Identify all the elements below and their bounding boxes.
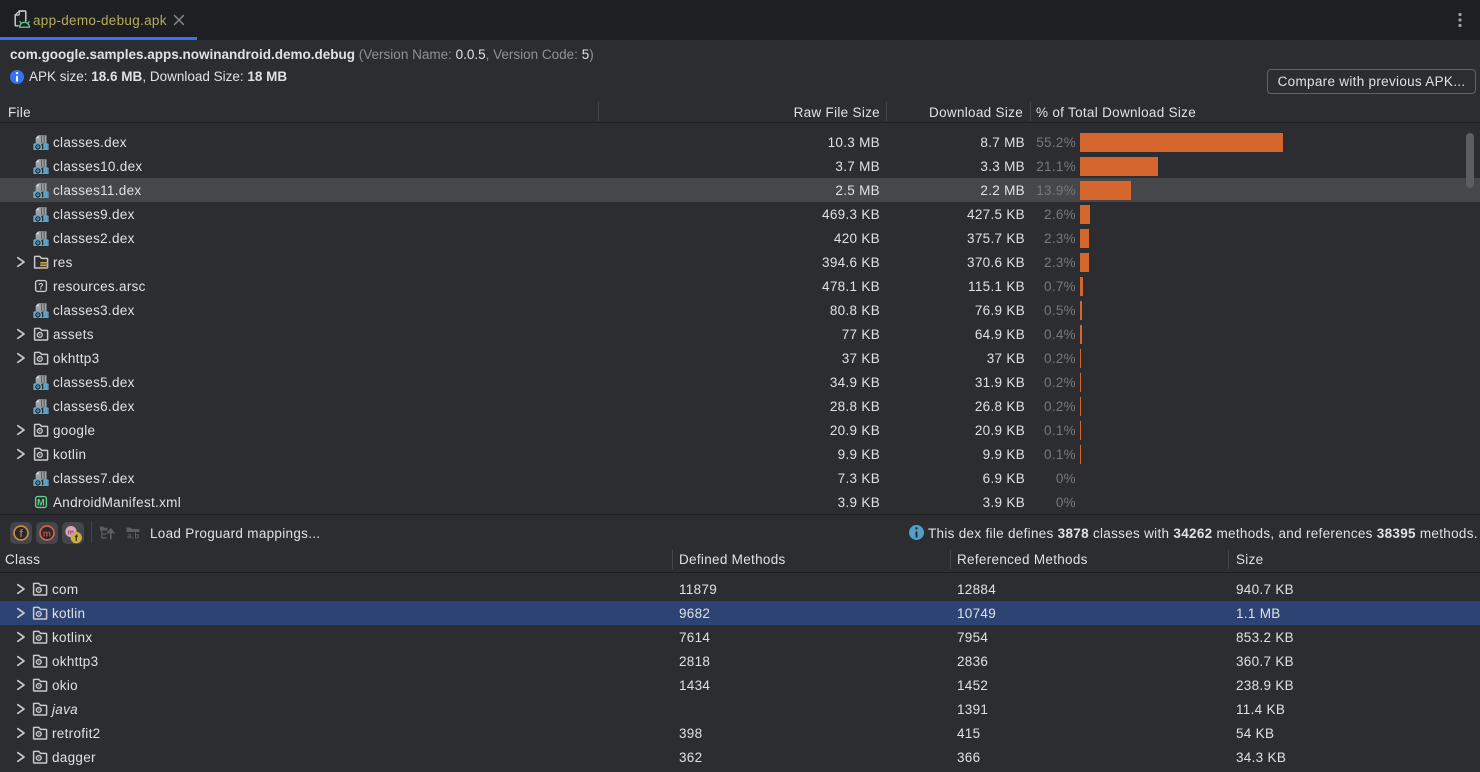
svg-text:?: ? — [38, 281, 44, 291]
svg-text:f: f — [75, 533, 79, 543]
svg-text:M: M — [37, 497, 45, 507]
svg-text:a.b: a.b — [127, 532, 139, 541]
svg-text:m: m — [43, 528, 52, 539]
svg-text:f: f — [19, 528, 23, 540]
svg-text:m: m — [68, 527, 75, 536]
